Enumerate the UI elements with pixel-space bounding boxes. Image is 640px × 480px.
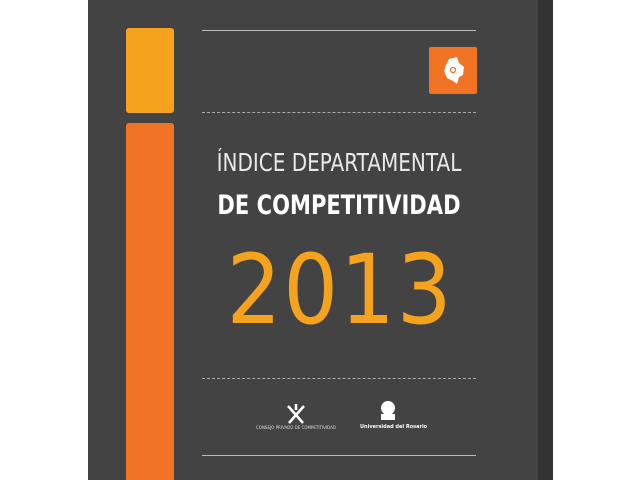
orange-bar [126, 123, 174, 480]
year: 2013 [226, 234, 454, 346]
divider-top [202, 30, 476, 31]
universidad-rosario-logo: Universidad del Rosario [360, 400, 427, 434]
dashed-divider-bottom [202, 378, 476, 379]
dashed-divider [202, 112, 476, 113]
consejo-privado-logo: CONSEJO PRIVADO DE COMPETITIVIDAD [256, 402, 336, 432]
colombia-map-pin-icon [429, 47, 477, 94]
title-line-2: DE COMPETITIVIDAD [217, 190, 461, 221]
title-line-1: ÍNDICE DEPARTAMENTAL [216, 148, 462, 177]
spine-strip [538, 0, 553, 480]
amber-block [126, 28, 174, 113]
divider-bottom [202, 455, 476, 456]
